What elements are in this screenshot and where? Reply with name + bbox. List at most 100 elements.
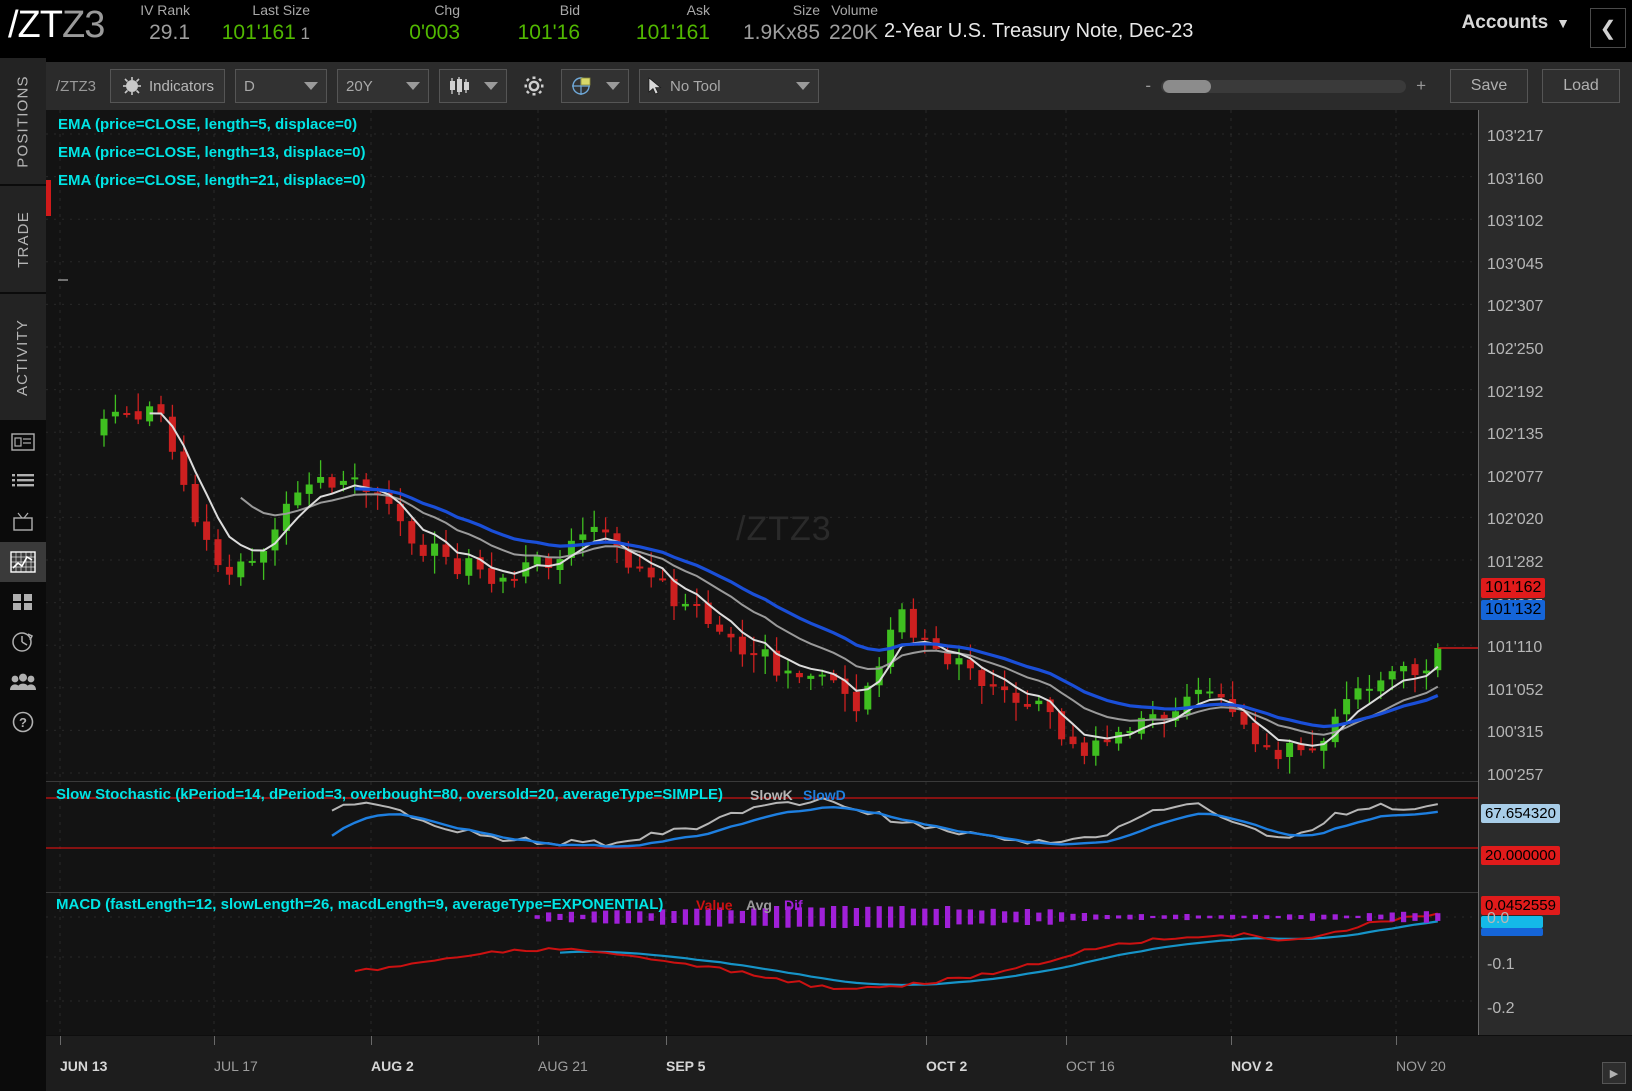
accounts-menu[interactable]: Accounts ▼ — [1462, 12, 1570, 34]
toolbar-symbol[interactable]: /ZTZ3 — [56, 77, 96, 95]
aggregation-select[interactable]: D — [235, 69, 328, 103]
chart-type-select[interactable] — [439, 69, 508, 103]
macd-legend-avg: Avg — [746, 897, 772, 913]
chevron-left-icon: ❮ — [1599, 17, 1617, 40]
macd-chart-svg — [46, 893, 1478, 1036]
chart-watermark: /ZTZ3 — [736, 510, 832, 548]
stochastic-legend-slowd: SlowD — [803, 787, 846, 803]
quote-last-size: Last Size 101'161 1 — [190, 2, 310, 47]
date-tick-mark — [60, 1036, 61, 1045]
news-icon[interactable] — [0, 422, 46, 462]
quote-label: Chg — [434, 2, 460, 18]
price-tick: 102'307 — [1487, 298, 1544, 316]
active-tool-label: No Tool — [670, 77, 721, 95]
quote-label: IV Rank — [140, 2, 190, 18]
stochastic-pane[interactable]: Slow Stochastic (kPeriod=14, dPeriod=3, … — [46, 781, 1478, 892]
symbol-expiry: Z3 — [61, 4, 105, 46]
help-icon[interactable]: ? — [0, 702, 46, 742]
price-tick: 103'045 — [1487, 255, 1544, 273]
symbol-root: /ZT — [8, 4, 63, 46]
chart-grid-icon[interactable] — [0, 542, 46, 582]
aggregation-value: D — [244, 77, 255, 95]
indicator-label-ema13[interactable]: EMA (price=CLOSE, length=13, displace=0) — [58, 144, 366, 161]
price-chart-svg — [46, 110, 1478, 780]
quote-chg: Chg 0'003 — [340, 2, 460, 46]
load-button[interactable]: Load — [1542, 69, 1620, 103]
chevron-down-icon — [606, 82, 621, 90]
sidebar-item-positions[interactable]: POSITIONS — [0, 58, 46, 186]
indicator-label-macd[interactable]: MACD (fastLength=12, slowLength=26, macd… — [56, 896, 664, 913]
macd-badge-secondary — [1481, 916, 1543, 928]
date-tick: JUL 17 — [214, 1058, 258, 1074]
period-value: 20Y — [346, 77, 373, 95]
chevron-down-icon — [796, 82, 811, 90]
date-tick-mark — [666, 1036, 667, 1045]
collapse-panel-button[interactable]: ❮ — [1590, 8, 1626, 48]
indicators-icon — [123, 77, 141, 95]
macd-tick: -0.2 — [1487, 1000, 1515, 1017]
date-tick-mark — [538, 1036, 539, 1045]
indicator-label-ema21[interactable]: EMA (price=CLOSE, length=21, displace=0) — [58, 172, 366, 189]
accounts-label: Accounts — [1461, 12, 1549, 33]
macd-pane[interactable]: MACD (fastLength=12, slowLength=26, macd… — [46, 892, 1478, 1036]
quote-ask: Ask 101'161 — [590, 2, 710, 46]
quote-bid: Bid 101'16 — [460, 2, 580, 46]
history-clock-icon[interactable] — [0, 622, 46, 662]
save-button[interactable]: Save — [1450, 69, 1528, 103]
date-tick-mark — [1396, 1036, 1397, 1045]
indicator-label-ema5[interactable]: EMA (price=CLOSE, length=5, displace=0) — [58, 116, 358, 133]
quote-value: 101'161 1 — [221, 21, 310, 44]
price-tick: 100'257 — [1487, 767, 1544, 784]
sidebar-label-trade: TRADE — [14, 210, 32, 268]
price-tick: 101'282 — [1487, 554, 1544, 571]
left-rail: POSITIONS TRADE ACTIVITY ? — [0, 58, 46, 1091]
sidebar-item-activity[interactable]: ACTIVITY — [0, 294, 46, 422]
drawing-tools-select[interactable] — [561, 69, 630, 103]
price-axis[interactable]: 103'217 103'160 103'102 103'045 102'307 102'2… — [1478, 110, 1632, 1035]
chart-settings-button[interactable] — [517, 69, 551, 103]
list-icon[interactable] — [0, 462, 46, 502]
zoom-in-button[interactable]: + — [1416, 76, 1426, 95]
indicators-button[interactable]: Indicators — [110, 69, 226, 103]
period-select[interactable]: 20Y — [337, 69, 430, 103]
quote-volume: Volume 220K — [758, 2, 878, 46]
zoom-slider[interactable] — [1161, 79, 1407, 93]
date-tick-mark — [926, 1036, 927, 1045]
price-tick: 100'315 — [1487, 724, 1544, 742]
date-tick: NOV 20 — [1396, 1058, 1446, 1074]
sidebar-item-trade[interactable]: TRADE — [0, 186, 46, 294]
price-pane[interactable]: /ZTZ3 EMA (price=CLOSE, length=5, displa… — [46, 110, 1478, 780]
date-tick-mark — [1066, 1036, 1067, 1045]
price-badge-last-price: 101'162 — [1481, 578, 1546, 598]
quote-value: 0'003 — [409, 21, 460, 44]
zoom-slider-thumb[interactable] — [1163, 79, 1212, 93]
price-tick: 103'217 — [1487, 128, 1544, 145]
indicator-label-stochastic[interactable]: Slow Stochastic (kPeriod=14, dPeriod=3, … — [56, 786, 724, 803]
chart-area: /ZTZ3 EMA (price=CLOSE, length=5, displa… — [46, 110, 1632, 1091]
price-tick: 103'102 — [1487, 213, 1544, 231]
active-tool-select[interactable]: No Tool — [639, 69, 820, 103]
zoom-out-button[interactable]: - — [1145, 76, 1152, 95]
price-tick: 101'052 — [1487, 681, 1544, 699]
svg-text:?: ? — [19, 715, 27, 730]
stochastic-chart-svg — [46, 782, 1478, 892]
chevron-down-icon — [406, 82, 421, 90]
date-axis[interactable]: ▶ JUN 13 JUL 17 AUG 2 AUG 21 SEP 5 OCT 2 OCT 1… — [46, 1036, 1632, 1091]
tv-icon[interactable] — [0, 502, 46, 542]
stochastic-badge: 67.654320 — [1481, 804, 1560, 823]
tiles-icon[interactable] — [0, 582, 46, 622]
zoom-control: - + — [1135, 76, 1436, 96]
macd-tick: -0.1 — [1487, 956, 1515, 973]
macd-tick: 0.0 — [1487, 910, 1510, 927]
macd-badge-tertiary — [1481, 928, 1543, 936]
quote-value: 101'16 — [517, 21, 580, 44]
people-icon[interactable] — [0, 662, 46, 702]
quote-label: Size — [792, 2, 820, 18]
macd-badge: 0.0452559 — [1481, 896, 1560, 915]
scroll-right-button[interactable]: ▶ — [1602, 1062, 1626, 1084]
quote-value: 29.1 — [149, 21, 190, 44]
price-tick: 102'250 — [1487, 341, 1544, 358]
sidebar-label-activity: ACTIVITY — [14, 318, 32, 396]
instrument-description: 2-Year U.S. Treasury Note, Dec-23 — [884, 20, 1194, 42]
